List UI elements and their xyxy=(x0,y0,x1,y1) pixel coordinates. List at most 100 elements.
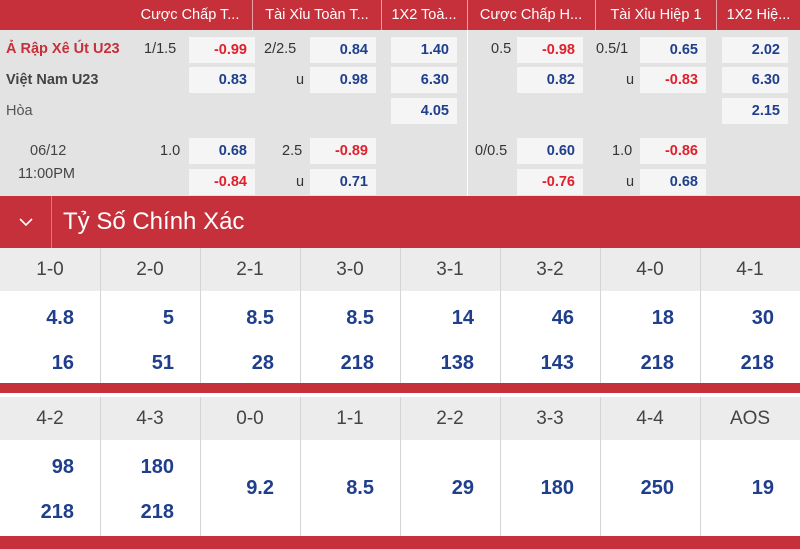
column-separator xyxy=(700,397,701,536)
score-odds[interactable]: 250 xyxy=(640,477,674,499)
match-time: 11:00PM xyxy=(18,166,75,182)
home-win-odds[interactable]: 8.5 xyxy=(346,307,374,329)
score-odds[interactable]: 19 xyxy=(751,477,774,499)
score-label: 4-4 xyxy=(636,408,664,429)
column-separator xyxy=(600,397,601,536)
ft-ou-under-label: u xyxy=(296,72,305,88)
ft-ou-line-alt: 2.5 xyxy=(282,143,303,159)
h1-ou-under-odds-alt[interactable]: 0.68 xyxy=(640,169,706,195)
column-separator xyxy=(600,248,601,383)
h1-handicap-home-odds[interactable]: -0.98 xyxy=(517,37,583,63)
ft-1x2-home-odds[interactable]: 1.40 xyxy=(391,37,457,63)
away-win-odds[interactable]: 218 xyxy=(640,352,674,374)
away-win-odds[interactable]: 138 xyxy=(440,352,474,374)
ft-handicap-away-odds-alt[interactable]: -0.84 xyxy=(189,169,255,195)
h1-handicap-away-odds-alt[interactable]: -0.76 xyxy=(517,169,583,195)
score-label: 3-3 xyxy=(536,408,564,429)
ft-ou-under-label-alt: u xyxy=(296,174,305,190)
ft-ou-over-odds-alt[interactable]: -0.89 xyxy=(310,138,376,164)
score-label: AOS xyxy=(729,408,771,429)
away-win-odds[interactable]: 28 xyxy=(251,352,274,374)
home-team-name: Ả Rập Xê Út U23 xyxy=(6,41,120,57)
away-win-odds[interactable]: 16 xyxy=(51,352,74,374)
h1-handicap-line-alt: 0/0.5 xyxy=(475,143,508,159)
h1-handicap-line: 0.5 xyxy=(491,41,512,57)
score-odds[interactable]: 9.2 xyxy=(246,477,274,499)
column-separator xyxy=(200,397,201,536)
score-label: 1-0 xyxy=(36,259,64,280)
column-separator xyxy=(200,248,201,383)
correct-score-grid-1: 1-0 4.8 16 2-0 5 51 2-1 8.5 28 3-0 8.5 218 3-1 14 138 3… xyxy=(0,248,800,383)
score-odds[interactable]: 29 xyxy=(451,477,474,499)
ft-ou-line: 2/2.5 xyxy=(264,41,297,57)
away-win-odds[interactable]: 143 xyxy=(540,352,574,374)
home-win-odds[interactable]: 18 xyxy=(651,307,674,329)
score-label: 2-1 xyxy=(236,259,264,280)
match-date: 06/12 xyxy=(30,143,67,159)
score-label: 4-2 xyxy=(36,408,64,429)
home-win-odds[interactable]: 8.5 xyxy=(246,307,274,329)
header-h1-1x2[interactable]: 1X2 Hiệ... xyxy=(726,7,791,23)
score-label: 4-0 xyxy=(636,259,664,280)
grid-divider xyxy=(0,383,800,393)
column-separator xyxy=(700,248,701,383)
h1-1x2-home-odds[interactable]: 2.02 xyxy=(722,37,788,63)
h1-ou-line: 0.5/1 xyxy=(596,41,629,57)
ft-ou-over-odds[interactable]: 0.84 xyxy=(310,37,376,63)
score-odds[interactable]: 8.5 xyxy=(346,477,374,499)
odds-table: Cược Chấp T... Tài Xỉu Toàn T... 1X2 Toà… xyxy=(0,0,800,196)
home-win-odds[interactable]: 4.8 xyxy=(46,307,74,329)
away-win-odds[interactable]: 218 xyxy=(340,352,374,374)
header-ft-handicap[interactable]: Cược Chấp T... xyxy=(140,7,240,23)
ft-handicap-home-odds-alt[interactable]: 0.68 xyxy=(189,138,255,164)
ft-handicap-home-odds[interactable]: -0.99 xyxy=(189,37,255,63)
ft-ou-under-odds-alt[interactable]: 0.71 xyxy=(310,169,376,195)
h1-1x2-away-odds[interactable]: 6.30 xyxy=(722,67,788,93)
ft-1x2-away-odds[interactable]: 6.30 xyxy=(391,67,457,93)
ft-handicap-away-odds[interactable]: 0.83 xyxy=(189,67,255,93)
score-label: 3-2 xyxy=(536,259,564,280)
score-label: 2-0 xyxy=(136,259,164,280)
header-ft-over-under[interactable]: Tài Xỉu Toàn T... xyxy=(265,7,369,23)
h1-ou-over-odds-alt[interactable]: -0.86 xyxy=(640,138,706,164)
score-label: 3-0 xyxy=(336,259,364,280)
ft-handicap-line: 1/1.5 xyxy=(144,41,177,57)
score-label: 4-1 xyxy=(736,259,764,280)
chevron-down-icon[interactable] xyxy=(0,196,52,248)
score-label: 2-2 xyxy=(436,408,464,429)
h1-ou-under-label: u xyxy=(626,72,635,88)
bottom-divider xyxy=(0,536,800,549)
section-title: Tỷ Số Chính Xác xyxy=(63,208,245,235)
header-h1-handicap[interactable]: Cược Chấp H... xyxy=(479,7,583,23)
away-team-name: Việt Nam U23 xyxy=(6,72,99,88)
correct-score-section-header[interactable]: Tỷ Số Chính Xác xyxy=(0,196,800,248)
column-separator xyxy=(500,248,501,383)
h1-1x2-draw-odds[interactable]: 2.15 xyxy=(722,98,788,124)
header-h1-over-under[interactable]: Tài Xỉu Hiệp 1 xyxy=(610,7,702,23)
h1-ou-under-label-alt: u xyxy=(626,174,635,190)
h1-handicap-home-odds-alt[interactable]: 0.60 xyxy=(517,138,583,164)
h1-handicap-away-odds[interactable]: 0.82 xyxy=(517,67,583,93)
column-divider xyxy=(467,30,468,196)
home-win-odds[interactable]: 5 xyxy=(162,307,174,329)
home-win-odds[interactable]: 30 xyxy=(751,307,774,329)
odds-table-header: Cược Chấp T... Tài Xỉu Toàn T... 1X2 Toà… xyxy=(0,0,800,30)
home-win-odds[interactable]: 46 xyxy=(551,307,574,329)
draw-label: Hòa xyxy=(6,103,33,119)
column-separator xyxy=(100,397,101,536)
score-odds[interactable]: 180 xyxy=(540,477,574,499)
home-win-odds[interactable]: 180 xyxy=(140,456,174,478)
ft-ou-under-odds[interactable]: 0.98 xyxy=(310,67,376,93)
h1-ou-line-alt: 1.0 xyxy=(612,143,633,159)
away-win-odds[interactable]: 218 xyxy=(740,352,774,374)
home-win-odds[interactable]: 14 xyxy=(451,307,474,329)
away-win-odds[interactable]: 218 xyxy=(140,501,174,523)
away-win-odds[interactable]: 51 xyxy=(151,352,174,374)
away-win-odds[interactable]: 218 xyxy=(40,501,74,523)
h1-ou-over-odds[interactable]: 0.65 xyxy=(640,37,706,63)
column-separator xyxy=(400,248,401,383)
ft-1x2-draw-odds[interactable]: 4.05 xyxy=(391,98,457,124)
h1-ou-under-odds[interactable]: -0.83 xyxy=(640,67,706,93)
home-win-odds[interactable]: 98 xyxy=(51,456,74,478)
header-ft-1x2[interactable]: 1X2 Toà... xyxy=(391,7,457,23)
